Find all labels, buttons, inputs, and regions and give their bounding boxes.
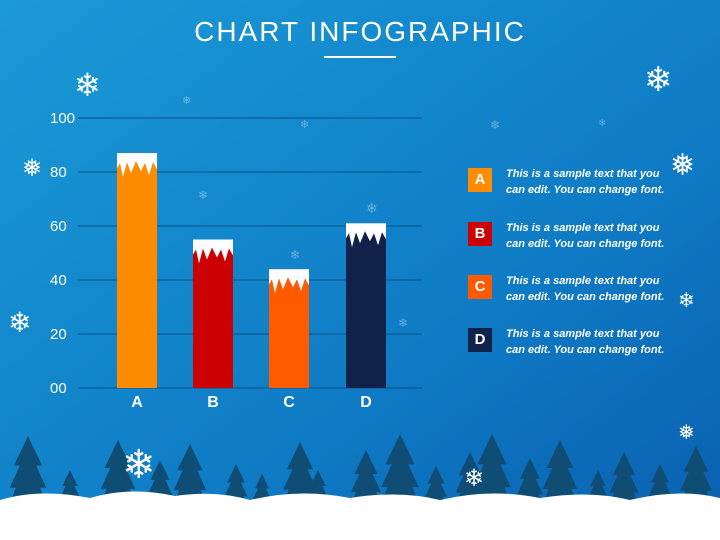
snowflake-icon: ❄: [122, 443, 156, 487]
snowflake-icon: ❄: [464, 465, 485, 492]
snowflake-icon: ❄: [644, 61, 673, 99]
legend-text-c-line2: can edit. You can change font.: [506, 291, 665, 303]
legend-badge-b: B: [468, 222, 492, 246]
pine-tree: [349, 450, 383, 510]
bar-a: [117, 153, 157, 388]
legend-item-a: A This is a sample text that you can edi…: [468, 166, 708, 200]
pine-tree: [7, 436, 49, 510]
legend-text-a: This is a sample text that you can edit.…: [506, 166, 706, 198]
snowflake-icon: ❄: [398, 316, 409, 330]
legend-item-c: C This is a sample text that you can edi…: [468, 273, 708, 307]
legend-text-d-line1: This is a sample text that you: [506, 328, 660, 340]
snowflake-icon: ❄: [366, 200, 378, 216]
snowflake-icon: ❄: [198, 188, 209, 202]
legend-text-b: This is a sample text that you can edit.…: [506, 220, 706, 252]
legend-item-b: B This is a sample text that you can edi…: [468, 220, 708, 254]
legend-badge-d: D: [468, 328, 492, 352]
y-tick-label: 100: [50, 110, 75, 127]
snowflake-icon: ❄: [300, 119, 310, 131]
legend-text-c-line1: This is a sample text that you: [506, 275, 660, 287]
pine-tree: [540, 440, 580, 510]
snowflake-icon: ❄: [598, 118, 607, 129]
pine-tree: [379, 434, 421, 510]
y-tick-label: 20: [50, 326, 67, 343]
legend-text-a-line1: This is a sample text that you: [506, 168, 660, 180]
snowflake-icon: ❅: [22, 155, 43, 182]
pine-tree: [171, 444, 209, 510]
snowflake-icon: ❄: [678, 290, 695, 312]
snow-ground: [0, 491, 720, 540]
title-underline: [324, 56, 396, 58]
pine-tree: [281, 442, 319, 510]
legend-text-c: This is a sample text that you can edit.…: [506, 273, 706, 305]
x-tick-label: A: [131, 394, 143, 411]
x-tick-label: B: [207, 394, 219, 411]
legend-text-d-line2: can edit. You can change font.: [506, 344, 665, 356]
bar-d: [346, 223, 386, 388]
pine-tree: [471, 434, 513, 510]
legend-text-b-line2: can edit. You can change font.: [506, 238, 665, 250]
legend-badge-c: C: [468, 275, 492, 299]
snowflake-icon: ❄: [490, 118, 501, 132]
page-title: CHART INFOGRAPHIC: [194, 16, 526, 47]
x-tick-label: D: [360, 394, 372, 411]
legend-text-b-line1: This is a sample text that you: [506, 222, 660, 234]
snowflake-icon: ❅: [678, 422, 695, 444]
y-tick-label: 80: [50, 164, 67, 181]
legend-text-a-line2: can edit. You can change font.: [506, 184, 665, 196]
bar-snow-cap: [193, 239, 233, 264]
pine-tree: [608, 452, 640, 510]
snowflake-icon: ❄: [182, 95, 192, 107]
bar-snow-cap: [269, 269, 309, 294]
y-tick-label: 00: [50, 380, 67, 397]
y-tick-label: 60: [50, 218, 67, 235]
snowflake-icon: ❄: [8, 307, 32, 338]
snowflake-icon: ❄: [290, 248, 301, 262]
legend-item-d: D This is a sample text that you can edi…: [468, 326, 708, 360]
snowflake-icon: ❄: [74, 67, 101, 103]
legend-badge-a: A: [468, 168, 492, 192]
bar-b: [193, 239, 233, 388]
snowflake-icon: ❅: [670, 149, 696, 182]
y-tick-label: 40: [50, 272, 67, 289]
x-tick-label: C: [283, 394, 295, 411]
bar-snow-cap: [117, 153, 157, 178]
bar-snow-cap: [346, 223, 386, 248]
legend-text-d: This is a sample text that you can edit.…: [506, 326, 706, 358]
